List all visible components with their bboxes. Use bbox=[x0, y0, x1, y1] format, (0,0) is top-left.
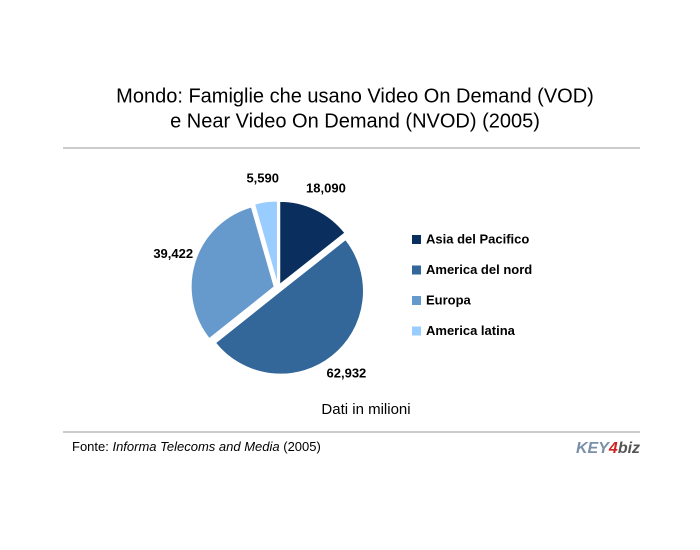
data-label: 39,422 bbox=[153, 246, 193, 261]
legend-swatch bbox=[412, 326, 421, 336]
chart-title: Mondo: Famiglie che usano Video On Deman… bbox=[116, 85, 594, 107]
source-text: (2005) bbox=[280, 439, 321, 454]
pie-slice bbox=[279, 200, 346, 286]
legend-swatch bbox=[412, 265, 421, 275]
data-label: 18,090 bbox=[306, 180, 346, 195]
legend-label: America latina bbox=[426, 323, 516, 338]
pie-slice bbox=[214, 238, 364, 375]
chart-title: e Near Video On Demand (NVOD) (2005) bbox=[170, 110, 540, 132]
pie-slice bbox=[190, 206, 275, 340]
legend-label: Asia del Pacifico bbox=[426, 231, 529, 246]
logo: KEY4biz bbox=[576, 440, 640, 457]
data-label: 62,932 bbox=[327, 366, 367, 381]
logo-text: 4 bbox=[608, 440, 618, 457]
source: Fonte: Informa Telecoms and Media (2005) bbox=[72, 439, 321, 454]
data-label: 5,590 bbox=[246, 171, 279, 186]
logo-text: KEY bbox=[576, 440, 610, 457]
pie-slice bbox=[253, 200, 278, 285]
logo-text: biz bbox=[618, 440, 640, 457]
legend-swatch bbox=[412, 235, 421, 244]
source-text: Informa Telecoms and Media bbox=[112, 439, 279, 454]
legend-swatch bbox=[412, 296, 421, 305]
source-text: Fonte: bbox=[72, 439, 112, 454]
legend-label: Europa bbox=[426, 292, 472, 307]
note: Dati in milioni bbox=[321, 401, 410, 418]
legend-label: America del nord bbox=[426, 262, 532, 277]
